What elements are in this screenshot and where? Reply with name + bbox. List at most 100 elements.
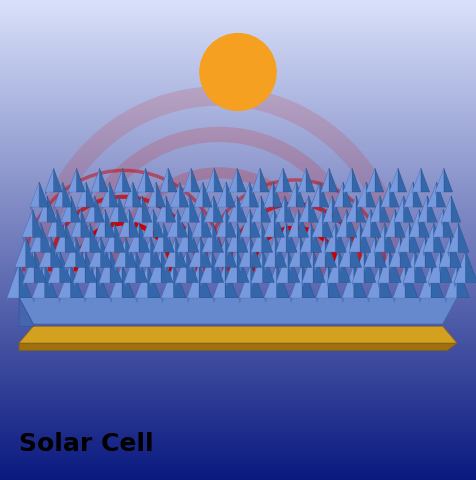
Polygon shape <box>441 196 451 222</box>
Polygon shape <box>310 182 320 211</box>
Polygon shape <box>398 223 409 252</box>
Polygon shape <box>375 168 384 192</box>
Polygon shape <box>298 168 306 195</box>
Polygon shape <box>60 251 71 283</box>
Polygon shape <box>451 196 461 222</box>
Polygon shape <box>175 251 187 283</box>
Polygon shape <box>273 182 282 207</box>
Polygon shape <box>361 209 371 241</box>
Polygon shape <box>276 251 288 283</box>
Polygon shape <box>325 223 336 257</box>
Polygon shape <box>439 237 450 272</box>
Polygon shape <box>425 237 436 267</box>
Polygon shape <box>99 251 110 283</box>
Polygon shape <box>226 237 237 267</box>
Polygon shape <box>264 209 274 237</box>
Polygon shape <box>139 223 150 252</box>
Polygon shape <box>447 223 458 257</box>
Polygon shape <box>328 264 340 298</box>
Polygon shape <box>389 237 400 272</box>
Polygon shape <box>251 223 262 252</box>
Polygon shape <box>147 182 156 211</box>
Polygon shape <box>105 209 115 237</box>
Polygon shape <box>206 168 214 192</box>
Polygon shape <box>19 343 457 350</box>
Polygon shape <box>412 168 421 195</box>
Polygon shape <box>156 196 166 226</box>
Polygon shape <box>110 251 122 283</box>
Polygon shape <box>312 209 323 241</box>
Polygon shape <box>300 237 312 267</box>
Polygon shape <box>33 209 43 237</box>
Polygon shape <box>114 237 126 272</box>
Polygon shape <box>226 251 238 283</box>
Polygon shape <box>57 209 67 237</box>
Polygon shape <box>136 264 148 298</box>
Polygon shape <box>164 237 176 272</box>
Polygon shape <box>48 251 60 288</box>
Polygon shape <box>263 251 275 283</box>
Polygon shape <box>7 264 19 298</box>
Polygon shape <box>337 209 347 241</box>
Polygon shape <box>274 209 285 237</box>
Polygon shape <box>47 209 57 241</box>
Polygon shape <box>188 223 199 252</box>
Polygon shape <box>61 196 71 222</box>
Polygon shape <box>213 264 225 298</box>
Polygon shape <box>343 182 352 207</box>
Polygon shape <box>34 251 46 283</box>
Polygon shape <box>444 168 453 192</box>
Polygon shape <box>77 182 86 207</box>
Polygon shape <box>300 223 311 257</box>
Polygon shape <box>99 251 110 288</box>
Polygon shape <box>133 196 142 222</box>
Polygon shape <box>306 168 315 192</box>
Polygon shape <box>385 209 395 237</box>
Polygon shape <box>276 237 287 267</box>
Polygon shape <box>427 182 436 211</box>
Polygon shape <box>301 251 313 283</box>
Polygon shape <box>41 223 51 252</box>
Polygon shape <box>30 182 40 211</box>
Polygon shape <box>115 223 125 252</box>
Polygon shape <box>32 264 45 303</box>
Polygon shape <box>68 168 77 192</box>
Polygon shape <box>124 251 136 288</box>
Polygon shape <box>119 209 129 241</box>
Polygon shape <box>79 223 90 257</box>
Polygon shape <box>137 168 146 192</box>
Polygon shape <box>326 237 337 267</box>
Polygon shape <box>96 264 109 298</box>
Polygon shape <box>264 264 277 298</box>
Polygon shape <box>204 196 214 226</box>
Polygon shape <box>15 237 26 272</box>
Polygon shape <box>85 196 95 222</box>
Polygon shape <box>415 251 426 283</box>
Polygon shape <box>327 251 339 283</box>
Polygon shape <box>250 237 262 267</box>
Polygon shape <box>367 168 375 192</box>
Polygon shape <box>150 237 162 267</box>
Polygon shape <box>374 223 385 252</box>
Polygon shape <box>260 168 269 192</box>
Polygon shape <box>404 182 413 207</box>
Polygon shape <box>214 196 223 222</box>
Polygon shape <box>342 264 354 303</box>
Polygon shape <box>45 264 57 298</box>
Polygon shape <box>228 168 238 192</box>
Polygon shape <box>15 237 26 267</box>
Polygon shape <box>290 264 302 298</box>
Polygon shape <box>283 168 292 192</box>
Polygon shape <box>264 182 273 207</box>
Polygon shape <box>367 264 380 303</box>
Circle shape <box>200 34 276 110</box>
Polygon shape <box>276 251 288 288</box>
Polygon shape <box>228 196 238 226</box>
Polygon shape <box>385 209 395 241</box>
Polygon shape <box>119 209 129 237</box>
Polygon shape <box>95 209 105 237</box>
Polygon shape <box>32 264 45 298</box>
Polygon shape <box>19 298 33 326</box>
Polygon shape <box>275 196 285 222</box>
Text: Solar Cell: Solar Cell <box>19 432 154 456</box>
